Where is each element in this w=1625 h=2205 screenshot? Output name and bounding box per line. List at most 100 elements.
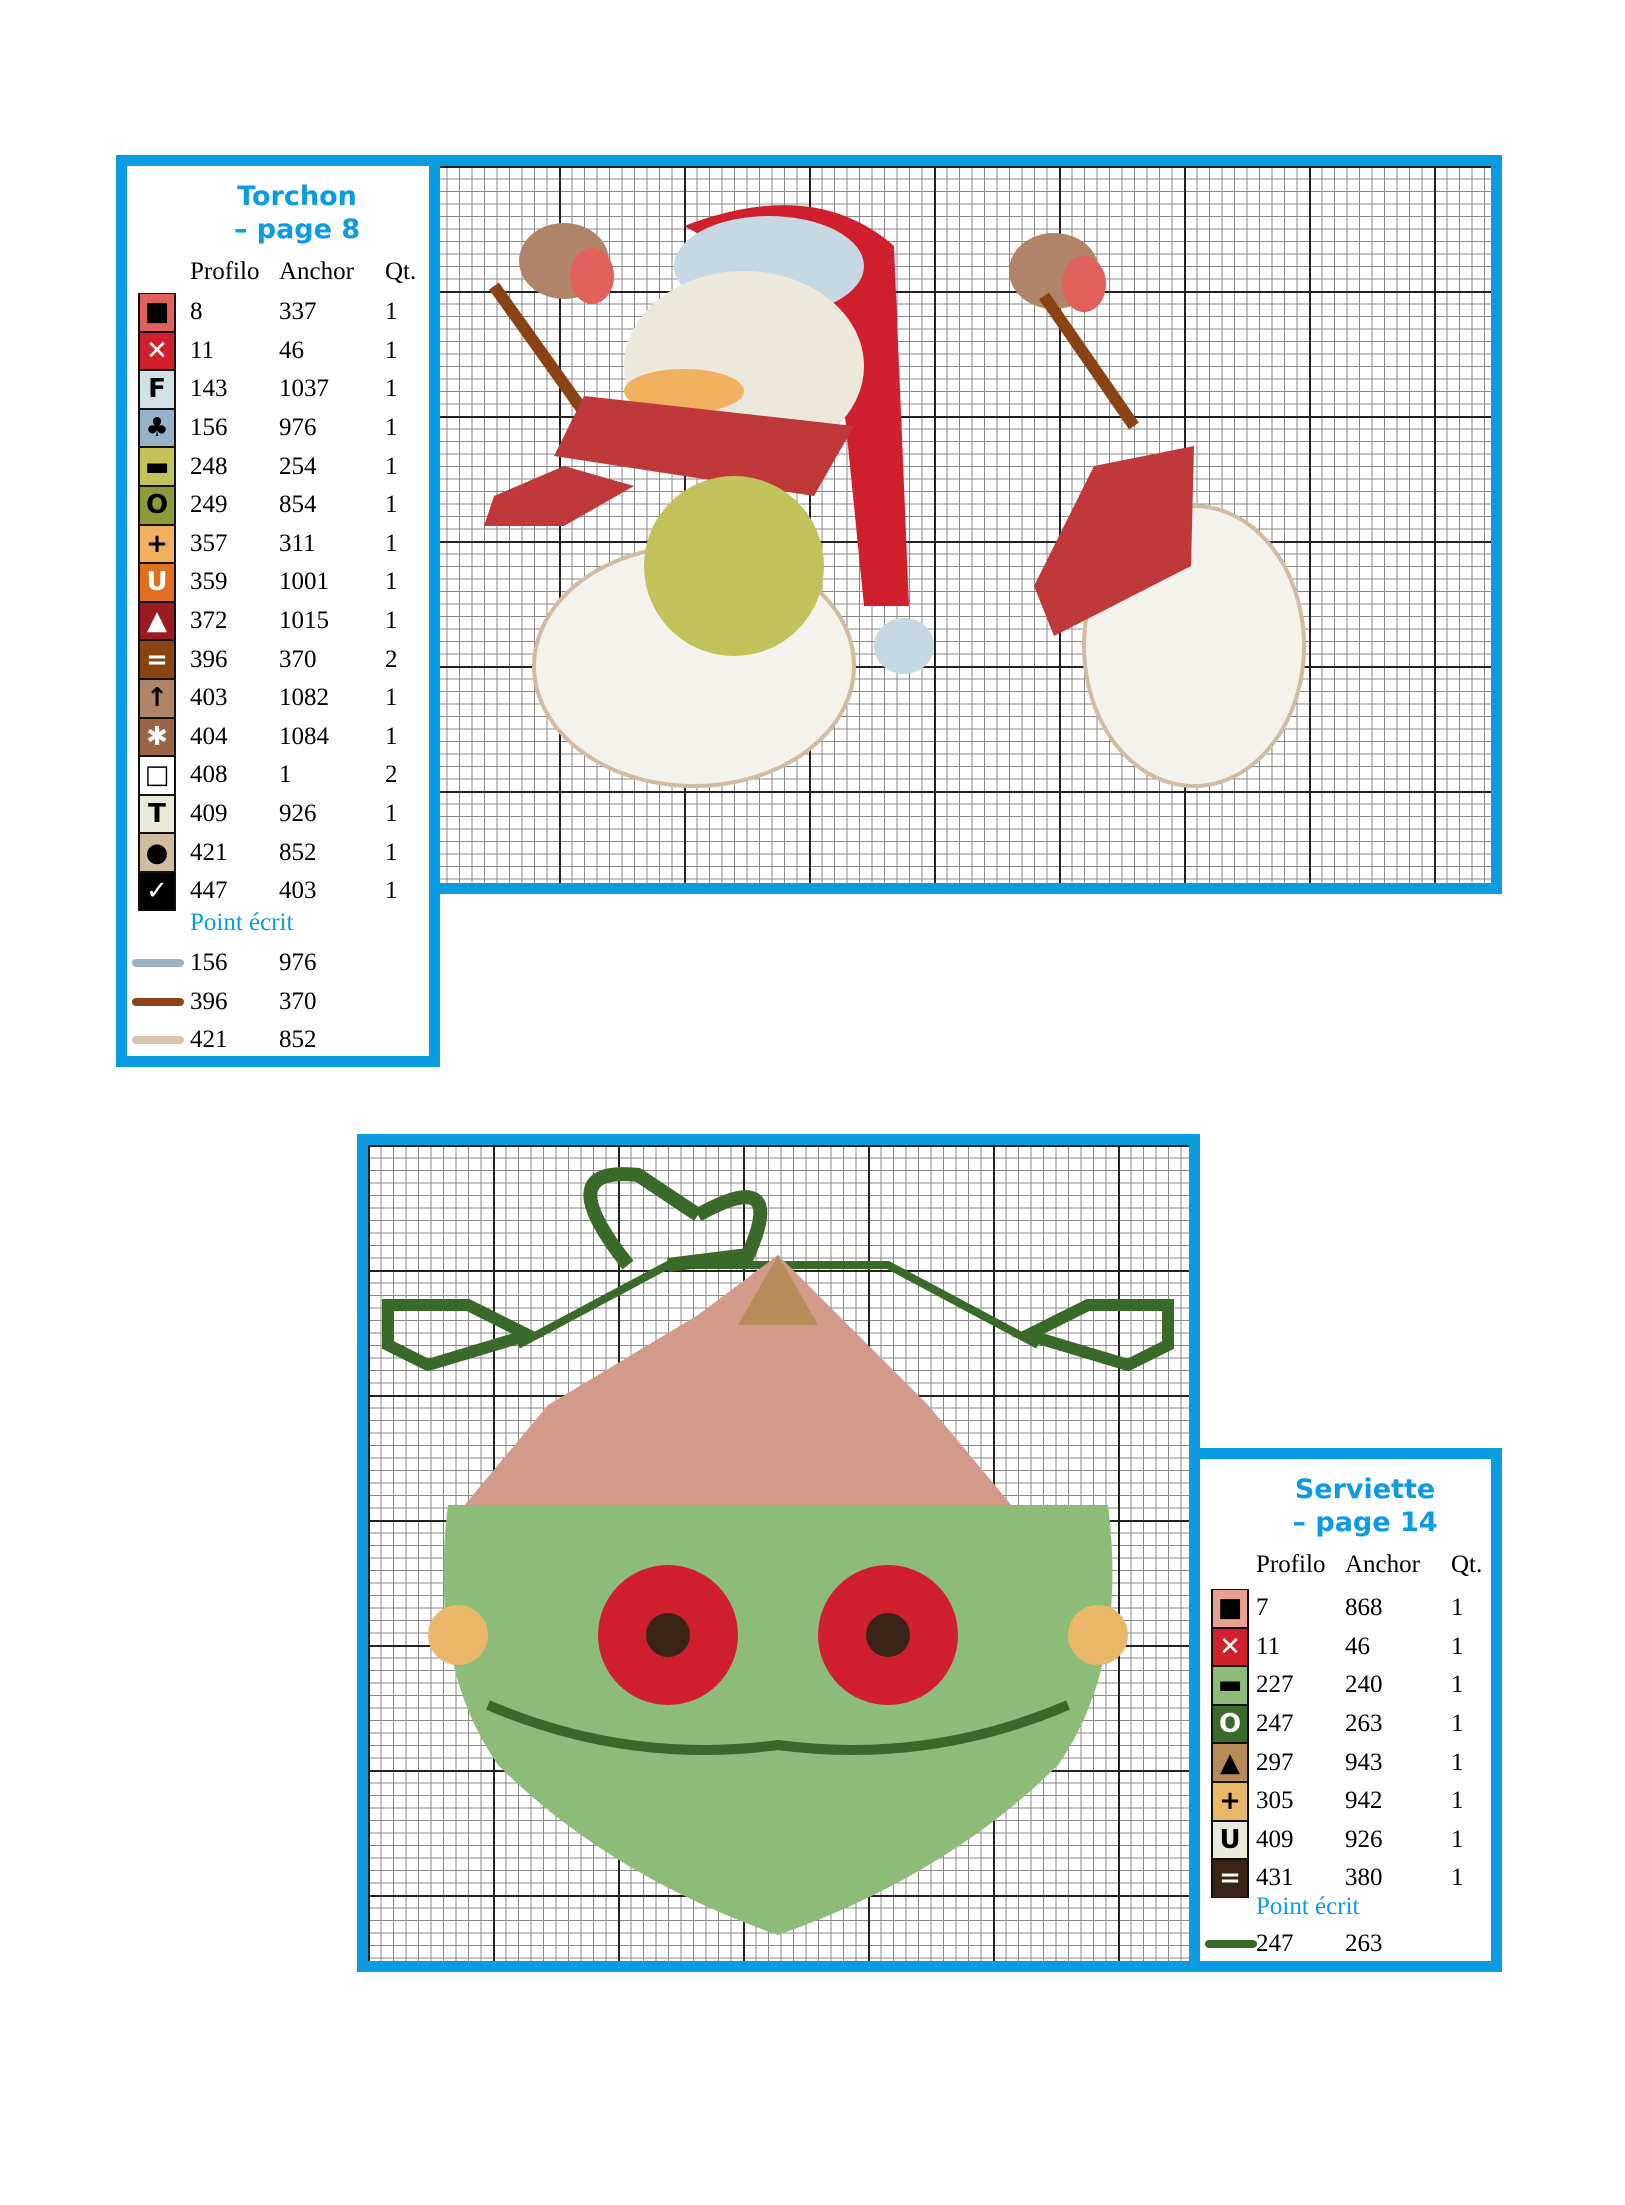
- poinsettia-left: [598, 1565, 738, 1705]
- serviette-ornament-motif: [382, 1167, 1174, 1935]
- legend-row: ♣ 156 976 1: [138, 408, 398, 448]
- anchor-value: 337: [279, 298, 317, 326]
- backstitch-line-icon: [132, 1036, 184, 1045]
- anchor-value: 852: [279, 1026, 317, 1054]
- legend-title-line2: – page 14: [1292, 1507, 1438, 1538]
- legend-title: Torchon – page 8: [187, 180, 407, 246]
- anchor-value: 976: [279, 949, 317, 977]
- profilo-value: 247: [1256, 1710, 1294, 1738]
- anchor-value: 926: [1345, 1825, 1383, 1853]
- qt-value: 1: [385, 722, 398, 750]
- point-ecrit-row: 421 852: [132, 1021, 317, 1060]
- legend-row: ✕ 11 46 1: [1211, 1627, 1464, 1667]
- legend-row: ↑ 403 1082 1: [138, 679, 398, 718]
- symbol-swatch-icon: =: [138, 640, 176, 679]
- legend-row: O 247 263 1: [1211, 1704, 1464, 1744]
- anchor-value: 263: [1345, 1930, 1383, 1958]
- symbol-swatch-icon: ▲: [138, 601, 176, 641]
- point-ecrit-label: Point écrit: [190, 909, 294, 936]
- qt-value: 1: [385, 877, 398, 905]
- symbol-swatch-icon: □: [138, 756, 176, 795]
- anchor-value: 976: [279, 414, 317, 442]
- legend-row: = 431 380 1: [1211, 1859, 1464, 1898]
- qt-value: 1: [1451, 1671, 1464, 1699]
- symbol-swatch-icon: ✕: [1211, 1627, 1249, 1667]
- legend-row: ✱ 404 1084 1: [138, 717, 398, 757]
- symbol-swatch-icon: U: [138, 563, 176, 602]
- qt-value: 1: [385, 298, 398, 326]
- side-flower-right: [1068, 1605, 1128, 1665]
- legend-row: U 409 926 1: [1211, 1820, 1464, 1860]
- snowman-nose: [624, 369, 744, 413]
- qt-value: 2: [385, 645, 398, 673]
- scarf-partial: [1034, 446, 1194, 636]
- profilo-value: 409: [1256, 1825, 1294, 1853]
- anchor-value: 852: [279, 838, 317, 866]
- profilo-value: 156: [190, 949, 228, 977]
- anchor-value: 46: [1345, 1632, 1370, 1660]
- ornament-body: [443, 1505, 1113, 1935]
- symbol-swatch-icon: ↑: [138, 679, 176, 718]
- robin-breast: [1062, 256, 1106, 312]
- legend-row: ■ 7 868 1: [1211, 1589, 1464, 1628]
- ornament-bow-right: [1011, 1299, 1174, 1372]
- profilo-value: 143: [190, 375, 228, 403]
- profilo-value: 7: [1256, 1594, 1269, 1622]
- symbol-swatch-icon: O: [138, 486, 176, 525]
- anchor-value: 254: [279, 452, 317, 480]
- legend-row: + 305 942 1: [1211, 1782, 1464, 1821]
- branch-right: [1039, 292, 1139, 430]
- ornament-top-bow: [583, 1167, 768, 1272]
- header-anchor: Anchor: [279, 258, 354, 285]
- qt-value: 1: [1451, 1632, 1464, 1660]
- backstitch-line-icon: [132, 959, 184, 968]
- qt-value: 1: [385, 684, 398, 712]
- qt-value: 1: [1451, 1787, 1464, 1815]
- profilo-value: 408: [190, 761, 228, 789]
- symbol-swatch-icon: U: [1211, 1820, 1249, 1860]
- qt-value: 1: [385, 452, 398, 480]
- scarf: [554, 396, 854, 496]
- profilo-value: 372: [190, 607, 228, 635]
- profilo-value: 11: [1256, 1632, 1281, 1660]
- anchor-value: 46: [279, 336, 304, 364]
- qt-value: 1: [385, 375, 398, 403]
- symbol-swatch-icon: O: [1211, 1704, 1249, 1744]
- profilo-value: 248: [190, 452, 228, 480]
- qt-value: 1: [385, 800, 398, 828]
- anchor-value: 926: [279, 800, 317, 828]
- symbol-swatch-icon: T: [138, 794, 176, 834]
- symbol-swatch-icon: ✓: [138, 872, 176, 911]
- anchor-value: 1082: [279, 684, 329, 712]
- qt-value: 1: [385, 336, 398, 364]
- side-flower-left: [428, 1605, 488, 1665]
- qt-value: 1: [385, 568, 398, 596]
- profilo-value: 359: [190, 568, 228, 596]
- anchor-value: 1084: [279, 722, 329, 750]
- legend-title: Serviette – page 14: [1255, 1473, 1475, 1539]
- mitten: [644, 476, 824, 656]
- profilo-value: 156: [190, 414, 228, 442]
- anchor-value: 311: [279, 529, 316, 557]
- legend-title-line1: Serviette: [1294, 1474, 1436, 1505]
- torchon-snowman-motif: [484, 205, 1306, 788]
- ornament-cap: [448, 1255, 1028, 1525]
- robin-breast: [570, 248, 614, 304]
- symbol-swatch-icon: ▬: [1211, 1666, 1249, 1705]
- profilo-value: 227: [1256, 1671, 1294, 1699]
- legend-title-line1: Torchon: [237, 181, 357, 212]
- header-anchor: Anchor: [1345, 1551, 1420, 1578]
- symbol-swatch-icon: +: [1211, 1782, 1249, 1821]
- symbol-swatch-icon: ✕: [138, 331, 176, 371]
- qt-value: 1: [1451, 1825, 1464, 1853]
- legend-row: O 249 854 1: [138, 486, 398, 525]
- qt-value: 1: [385, 491, 398, 519]
- serviette-stitch-grid: [368, 1145, 1189, 1961]
- symbol-swatch-icon: ●: [138, 833, 176, 872]
- anchor-value: 1037: [279, 375, 329, 403]
- profilo-value: 297: [1256, 1748, 1294, 1776]
- legend-row: + 357 311 1: [138, 524, 398, 564]
- legend-row: ■ 8 337 1: [138, 293, 398, 332]
- point-ecrit-row: 247 263: [1205, 1925, 1383, 1964]
- header-qt: Qt.: [385, 258, 417, 285]
